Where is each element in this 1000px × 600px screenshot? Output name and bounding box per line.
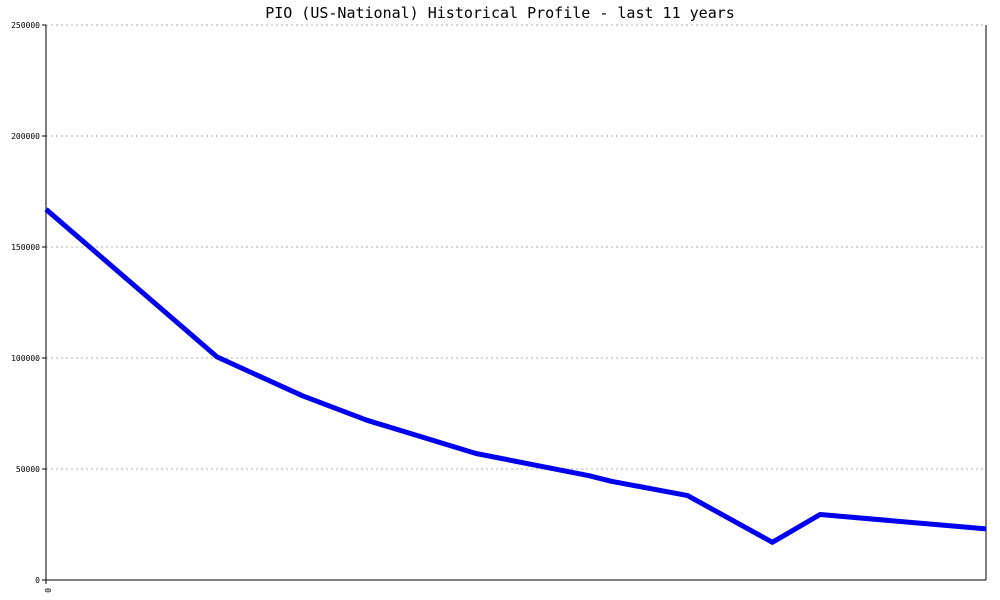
y-tick-label: 250000 [11,21,40,30]
y-axis-ticks: 0 50000 100000 150000 200000 250000 [11,21,46,585]
y-tick-label: 100000 [11,354,40,363]
x-tick-label: 0 [43,588,52,593]
y-tick-label: 150000 [11,243,40,252]
chart-title: PIO (US-National) Historical Profile - l… [265,4,735,22]
y-tick-label: 200000 [11,132,40,141]
grid-lines [46,24,986,470]
series-line [44,207,987,545]
y-tick-label: 0 [35,576,40,585]
x-axis-ticks: 0 [43,580,52,593]
data-series [44,207,987,545]
y-tick-label: 50000 [16,465,40,474]
